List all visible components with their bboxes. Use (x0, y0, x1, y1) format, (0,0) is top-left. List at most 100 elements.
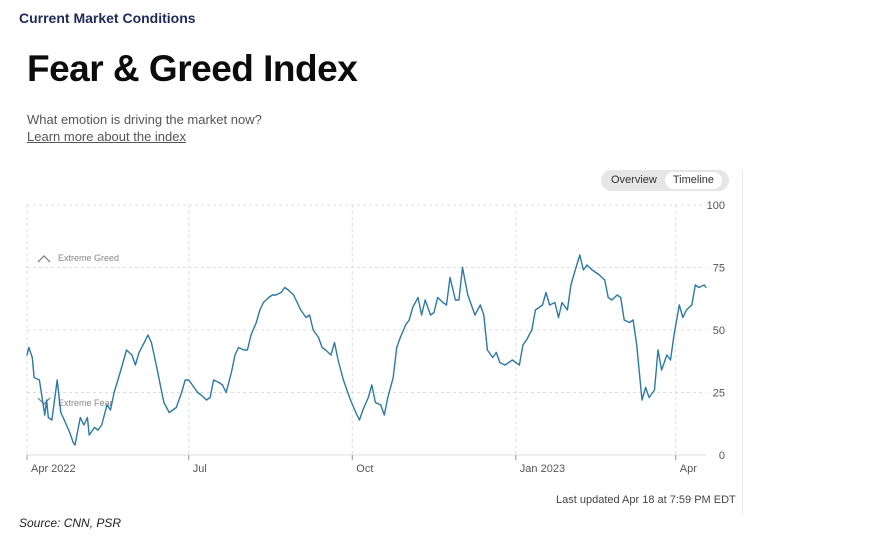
data-point (641, 399, 643, 401)
data-point (293, 294, 295, 296)
data-point (371, 384, 373, 386)
data-point (412, 306, 414, 309)
data-point (454, 299, 456, 301)
x-tick-label: Apr 2022 (31, 463, 76, 475)
data-point (685, 309, 688, 311)
y-tick-label: 50 (713, 325, 725, 337)
data-point (197, 391, 199, 394)
data-point (209, 396, 211, 399)
data-point (504, 364, 506, 366)
data-point (417, 296, 419, 299)
data-point (346, 389, 348, 391)
data-point (557, 316, 560, 319)
overview-tab[interactable]: Overview (611, 174, 657, 186)
data-point (566, 309, 569, 311)
data-point (511, 359, 513, 361)
data-point (237, 346, 240, 349)
data-point (367, 396, 369, 399)
data-point (669, 359, 672, 361)
data-point (188, 379, 190, 381)
data-point (623, 319, 625, 321)
data-point (218, 381, 220, 384)
learn-more-link[interactable]: Learn more about the index (27, 129, 186, 144)
data-point (163, 401, 165, 404)
data-point (534, 309, 537, 311)
data-point (433, 311, 435, 314)
data-point (33, 376, 35, 379)
data-point (200, 394, 202, 396)
data-point (673, 334, 675, 336)
last-updated-text: Last updated Apr 18 at 7:59 PM EDT (556, 494, 736, 506)
x-tick-label: Jul (193, 463, 207, 475)
data-point (268, 296, 270, 299)
data-point (449, 276, 451, 279)
data-point (259, 309, 261, 311)
data-point (147, 334, 149, 336)
data-point (518, 364, 521, 366)
data-point (698, 286, 700, 289)
data-point (620, 296, 622, 299)
data-point (86, 416, 88, 419)
data-point (582, 269, 585, 271)
data-point (483, 314, 485, 316)
data-point (72, 441, 74, 444)
data-point (645, 386, 647, 389)
data-point (213, 379, 215, 381)
data-point (125, 349, 128, 351)
data-point (97, 429, 99, 431)
data-point (399, 336, 401, 339)
data-point (362, 409, 364, 411)
panel-divider (742, 170, 743, 515)
data-point (579, 254, 581, 256)
data-point (648, 396, 650, 399)
data-point (437, 296, 439, 299)
data-point (424, 299, 426, 301)
data-point (570, 284, 572, 286)
data-point (445, 304, 448, 306)
data-point (495, 351, 497, 354)
data-point (349, 399, 352, 401)
data-point (333, 341, 336, 344)
data-point (355, 411, 357, 414)
data-point (109, 409, 112, 411)
data-point (492, 356, 494, 359)
data-point (296, 301, 298, 304)
data-point (442, 301, 444, 304)
data-point (474, 314, 476, 316)
data-point (287, 289, 289, 291)
y-tick-label: 100 (707, 200, 725, 212)
data-point (300, 309, 302, 311)
data-point (243, 349, 245, 351)
data-point (611, 299, 613, 301)
data-point (88, 434, 90, 436)
data-point (275, 294, 277, 296)
data-point (246, 349, 248, 351)
data-point (337, 359, 339, 361)
page-title: Fear & Greed Index (27, 48, 358, 89)
data-point (470, 304, 472, 306)
data-point (51, 419, 53, 421)
data-point (60, 411, 62, 414)
x-tick-label: Jan 2023 (520, 463, 565, 475)
data-point (591, 269, 593, 271)
data-point (380, 404, 382, 406)
data-point (691, 304, 693, 306)
data-point (573, 271, 576, 274)
data-point (172, 409, 174, 411)
timeline-tab[interactable]: Timeline (664, 172, 723, 189)
data-point (705, 286, 707, 289)
zone-label-extreme-greed: Extreme Greed (58, 253, 119, 263)
data-point (545, 291, 547, 294)
data-point (636, 344, 638, 346)
data-point (586, 264, 588, 266)
data-point (666, 354, 668, 356)
data-point (678, 304, 680, 306)
data-point (106, 404, 108, 406)
data-point (234, 354, 236, 356)
data-point (458, 299, 460, 301)
data-point (486, 349, 488, 351)
data-point (305, 316, 307, 319)
data-point (325, 349, 327, 351)
data-point (56, 379, 58, 381)
